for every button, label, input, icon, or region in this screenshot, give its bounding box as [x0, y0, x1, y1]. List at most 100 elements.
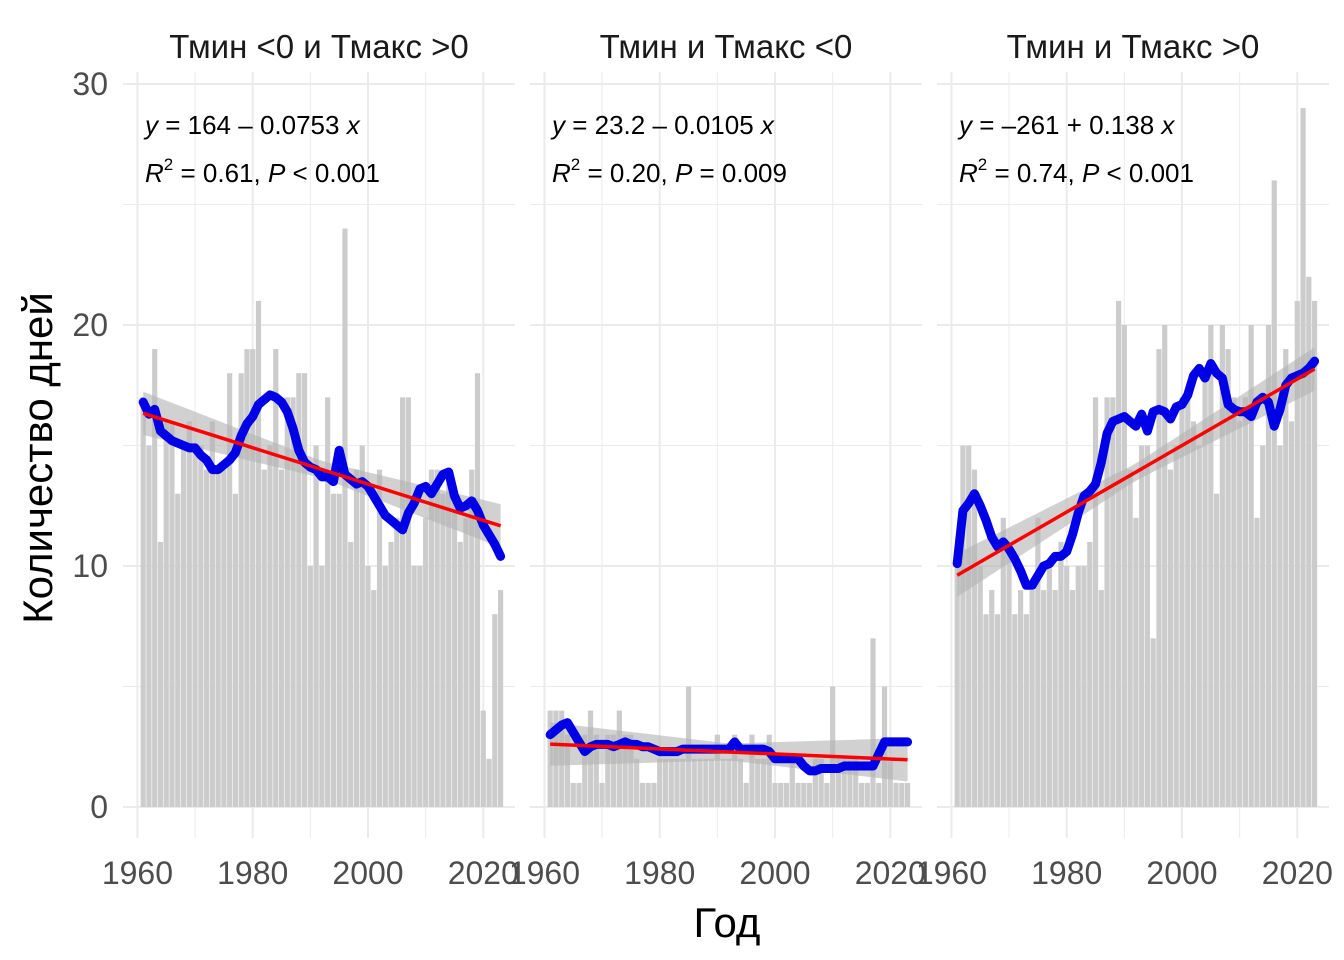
- bar: [417, 566, 423, 807]
- bar: [1139, 445, 1145, 807]
- y-tick-label: 0: [90, 789, 108, 825]
- bar: [645, 782, 651, 807]
- bar: [662, 758, 669, 807]
- bar: [1012, 614, 1018, 807]
- bar: [737, 758, 744, 807]
- bar: [359, 445, 365, 807]
- bar: [267, 445, 273, 807]
- bar: [313, 445, 319, 807]
- bar: [801, 782, 807, 807]
- bar: [157, 541, 164, 807]
- bar: [215, 469, 221, 807]
- bar: [238, 373, 244, 807]
- bar: [755, 758, 761, 807]
- bar: [887, 758, 893, 807]
- bar: [1179, 397, 1185, 807]
- bar: [783, 782, 790, 807]
- bar: [261, 469, 267, 807]
- bar: [278, 469, 285, 807]
- x-tick-label: 2020: [855, 855, 926, 891]
- bar: [296, 373, 302, 807]
- bar: [353, 469, 360, 807]
- bar: [273, 349, 279, 807]
- trend-line: [142, 411, 502, 528]
- bar: [457, 541, 463, 807]
- bar: [1167, 469, 1174, 807]
- x-tick-label: 1960: [102, 855, 173, 891]
- bar: [760, 758, 767, 807]
- x-tick-label: 2020: [448, 855, 519, 891]
- bar: [1029, 590, 1035, 807]
- bar: [290, 397, 296, 807]
- bar: [870, 638, 876, 807]
- bar: [899, 782, 905, 807]
- bar: [284, 397, 290, 807]
- regression-equation: y = 23.2 – 0.0105 x: [550, 110, 775, 140]
- regression-stats: R2 = 0.74, P < 0.001: [959, 155, 1194, 188]
- bar: [1277, 445, 1283, 807]
- facet-panel-3: Тмин и Тмакс >0 y = –261 + 0.138 x R2 = 0.…: [916, 28, 1333, 891]
- bar: [1041, 590, 1047, 807]
- bar: [703, 758, 709, 807]
- bar: [864, 782, 870, 807]
- bar: [446, 469, 452, 807]
- bar: [325, 397, 331, 807]
- bar: [749, 734, 755, 807]
- bar: [376, 469, 383, 807]
- bar: [806, 782, 813, 807]
- bar: [1104, 397, 1110, 807]
- bar: [1052, 590, 1058, 807]
- bar: [330, 493, 337, 807]
- bar: [714, 734, 720, 807]
- bar: [1081, 566, 1087, 807]
- bar: [639, 782, 646, 807]
- facet-panel-2: Тмин и Тмакс <0 y = 23.2 – 0.0105 x R2 = 0…: [509, 28, 926, 891]
- bar: [853, 758, 859, 807]
- bar: [307, 566, 313, 807]
- bar: [622, 734, 628, 807]
- bar: [1156, 349, 1162, 807]
- bar: [255, 300, 262, 807]
- bar: [175, 493, 181, 807]
- bar: [954, 566, 960, 807]
- bar: [966, 445, 972, 807]
- bar: [1121, 325, 1127, 807]
- bar: [1075, 566, 1081, 807]
- bar: [1098, 590, 1104, 807]
- bar: [451, 493, 458, 807]
- bar: [812, 758, 818, 807]
- bar: [680, 758, 686, 807]
- bar: [319, 566, 325, 807]
- bar: [674, 758, 680, 807]
- bar: [726, 758, 732, 807]
- bar: [983, 614, 989, 807]
- bar: [1162, 325, 1168, 807]
- bar: [1127, 469, 1133, 807]
- bar: [1006, 541, 1012, 807]
- bar: [1144, 445, 1151, 807]
- bar: [1092, 397, 1099, 807]
- bar: [657, 758, 663, 807]
- bar: [221, 469, 227, 807]
- bar: [1242, 397, 1249, 807]
- bar: [244, 349, 250, 807]
- bar: [463, 517, 469, 807]
- bar: [1283, 349, 1289, 807]
- x-tick-label: 2000: [739, 855, 810, 891]
- bar: [486, 758, 492, 807]
- bar: [1225, 349, 1231, 807]
- bar: [772, 782, 778, 807]
- bar: [440, 493, 446, 807]
- bar: [576, 782, 582, 807]
- bar: [227, 373, 233, 807]
- y-tick-label: 20: [72, 307, 108, 343]
- bar: [348, 541, 354, 807]
- bar: [1294, 300, 1300, 807]
- bar: [474, 373, 481, 807]
- bar: [1133, 517, 1139, 807]
- bar: [1231, 397, 1237, 807]
- bar: [163, 421, 169, 807]
- bar: [778, 782, 784, 807]
- regression-stats: R2 = 0.61, P < 0.001: [145, 155, 380, 188]
